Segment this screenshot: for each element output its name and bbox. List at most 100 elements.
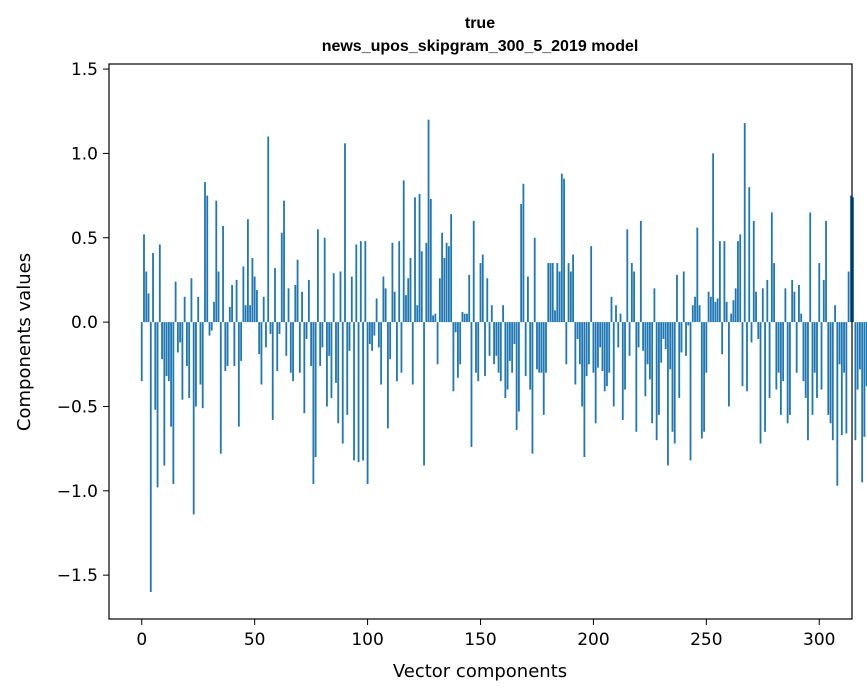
bar-88 <box>339 271 342 323</box>
bar-296 <box>809 212 812 323</box>
bar-262 <box>732 300 735 323</box>
bar-181 <box>549 263 552 323</box>
bar-155 <box>490 305 493 323</box>
bar-264 <box>737 241 739 323</box>
bar-110 <box>389 322 392 360</box>
bar-6 <box>154 322 157 410</box>
bar-268 <box>746 322 748 392</box>
bar-62 <box>280 232 283 323</box>
bar-137 <box>450 214 453 323</box>
bar-164 <box>511 322 514 373</box>
bar-104 <box>375 298 378 323</box>
bar-306 <box>831 322 834 441</box>
bar-256 <box>718 241 721 323</box>
bar-279 <box>770 212 773 323</box>
bar-17 <box>179 322 182 343</box>
bar-91 <box>346 322 349 415</box>
bar-22 <box>190 278 193 323</box>
bar-36 <box>222 225 224 323</box>
bar-284 <box>782 322 785 382</box>
bar-236 <box>673 322 676 444</box>
bar-189 <box>567 263 570 323</box>
bar-185 <box>558 271 561 323</box>
bar-154 <box>488 322 491 356</box>
bar-265 <box>739 234 742 323</box>
bar-10 <box>163 322 166 466</box>
bar-152 <box>484 322 486 377</box>
bar-73 <box>305 322 308 339</box>
bar-254 <box>714 301 717 323</box>
bar-298 <box>813 322 816 373</box>
bar-197 <box>585 322 588 377</box>
bar-184 <box>556 263 559 323</box>
bar-232 <box>664 322 667 350</box>
x-axis-label: Vector components <box>393 661 567 682</box>
bar-31 <box>210 322 213 331</box>
bar-166 <box>515 322 518 431</box>
bar-176 <box>538 322 541 373</box>
bar-191 <box>572 254 574 323</box>
bar-45 <box>242 266 245 323</box>
bar-177 <box>540 322 543 373</box>
bar-288 <box>791 279 794 323</box>
bar-29 <box>206 195 209 323</box>
bar-263 <box>734 288 737 323</box>
bar-127 <box>427 119 430 323</box>
bar-115 <box>400 322 403 373</box>
bar-240 <box>682 271 685 323</box>
bar-313 <box>847 271 850 323</box>
bar-172 <box>529 322 532 390</box>
bar-234 <box>669 322 672 370</box>
bar-60 <box>276 322 279 372</box>
bar-291 <box>798 284 800 323</box>
bar-37 <box>224 322 227 372</box>
bar-76 <box>312 322 315 485</box>
bar-180 <box>547 263 550 323</box>
bar-171 <box>527 276 529 323</box>
bar-20 <box>186 322 188 366</box>
bar-260 <box>728 322 730 407</box>
bar-138 <box>452 322 455 392</box>
bar-18 <box>181 322 184 400</box>
bar-300 <box>818 263 821 323</box>
bar-161 <box>504 322 507 399</box>
bar-299 <box>816 322 818 399</box>
chart-title-line-1: true <box>465 15 495 32</box>
bar-219 <box>635 322 638 432</box>
bar-233 <box>667 322 669 466</box>
bar-239 <box>680 322 683 353</box>
bar-63 <box>283 200 285 323</box>
bar-170 <box>524 322 527 377</box>
bar-307 <box>834 305 836 323</box>
bar-148 <box>475 322 477 373</box>
bar-58 <box>271 322 274 420</box>
bar-213 <box>621 322 624 420</box>
x-tick-label: 200 <box>577 630 609 650</box>
bar-314 <box>849 195 852 323</box>
bar-302 <box>822 279 825 323</box>
bar-167 <box>517 322 520 412</box>
bar-278 <box>768 322 771 399</box>
bar-96 <box>357 322 360 463</box>
bar-188 <box>565 322 568 365</box>
bar-3 <box>147 293 150 323</box>
bar-224 <box>646 322 649 365</box>
bar-141 <box>459 322 462 365</box>
bar-316 <box>854 322 857 441</box>
bar-241 <box>685 322 687 356</box>
bar-196 <box>583 322 586 458</box>
chart-title: true news_upos_skipgram_300_5_2019 model <box>322 15 639 55</box>
bar-320 <box>863 322 866 437</box>
bar-319 <box>861 322 864 483</box>
bar-123 <box>418 193 421 323</box>
bar-294 <box>804 322 807 399</box>
x-tick-label: 250 <box>690 630 722 650</box>
bar-223 <box>644 322 647 397</box>
bar-270 <box>750 322 753 343</box>
bar-122 <box>416 305 419 323</box>
y-tick-label: −1.5 <box>57 566 98 586</box>
bar-187 <box>563 178 565 323</box>
bar-128 <box>429 198 432 323</box>
bar-317 <box>856 322 859 390</box>
